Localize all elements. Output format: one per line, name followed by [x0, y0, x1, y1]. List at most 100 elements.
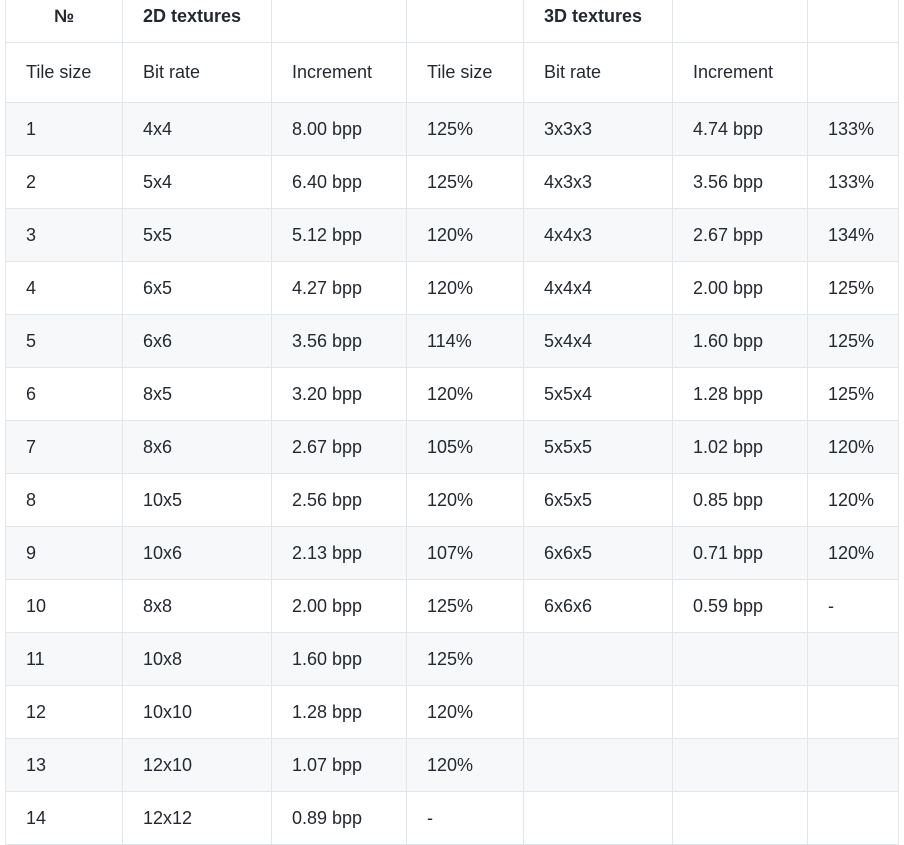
table-cell: 2.67 bpp: [672, 208, 808, 262]
table-cell: 133%: [807, 155, 899, 209]
table-cell: 5x5x4: [523, 367, 673, 421]
table-cell: 5x4: [122, 155, 272, 209]
table-cell: 120%: [406, 738, 524, 792]
table-cell: 4.27 bpp: [271, 261, 407, 315]
texture-table-container: № 2D textures 3D textures Tile size Bit …: [5, 0, 899, 845]
table-row: 3 5x5 5.12 bpp 120% 4x4x3 2.67 bpp 134%: [5, 208, 899, 262]
table-cell: 6.40 bpp: [271, 155, 407, 209]
texture-compression-table: № 2D textures 3D textures Tile size Bit …: [5, 0, 899, 845]
table-cell: 1.28 bpp: [672, 367, 808, 421]
header-row: № 2D textures 3D textures: [5, 0, 899, 43]
table-cell: 6x5: [122, 261, 272, 315]
table-cell: 11: [5, 632, 123, 686]
table-cell: 3.20 bpp: [271, 367, 407, 421]
table-cell: 4x3x3: [523, 155, 673, 209]
table-cell: [672, 685, 808, 739]
table-cell: 3: [5, 208, 123, 262]
table-cell: 107%: [406, 526, 524, 580]
table-cell: 10x10: [122, 685, 272, 739]
group-header-2d-textures: 2D textures: [122, 0, 272, 43]
table-cell: [807, 685, 899, 739]
table-cell: 10x8: [122, 632, 272, 686]
table-cell: 3.56 bpp: [672, 155, 808, 209]
table-cell: 12: [5, 685, 123, 739]
table-cell: 4x4: [122, 102, 272, 156]
table-cell: 5x5: [122, 208, 272, 262]
table-row: 1 4x4 8.00 bpp 125% 3x3x3 4.74 bpp 133%: [5, 102, 899, 156]
table-row: 7 8x6 2.67 bpp 105% 5x5x5 1.02 bpp 120%: [5, 420, 899, 474]
table-cell: 2.00 bpp: [271, 579, 407, 633]
table-body: 1 4x4 8.00 bpp 125% 3x3x3 4.74 bpp 133% 2 5x4 6.4…: [5, 102, 899, 845]
table-header: № 2D textures 3D textures Tile size Bit …: [5, 0, 899, 103]
table-cell: 13: [5, 738, 123, 792]
table-cell: 7: [5, 420, 123, 474]
table-cell: 1.02 bpp: [672, 420, 808, 474]
header-empty-cell: [807, 0, 899, 43]
table-cell: 3x3x3: [523, 102, 673, 156]
table-cell: 134%: [807, 208, 899, 262]
subheader-cell: Increment: [672, 42, 808, 103]
table-cell: 2.00 bpp: [672, 261, 808, 315]
table-cell: [672, 738, 808, 792]
table-cell: [523, 685, 673, 739]
table-cell: 0.89 bpp: [271, 791, 407, 845]
table-row: 4 6x5 4.27 bpp 120% 4x4x4 2.00 bpp 125%: [5, 261, 899, 315]
subheader-cell: [807, 42, 899, 103]
table-cell: 125%: [406, 579, 524, 633]
table-cell: [672, 791, 808, 845]
table-cell: 120%: [807, 473, 899, 527]
subheader-row: Tile size Bit rate Increment Tile size B…: [5, 42, 899, 103]
table-row: 8 10x5 2.56 bpp 120% 6x5x5 0.85 bpp 120%: [5, 473, 899, 527]
table-cell: 3.56 bpp: [271, 314, 407, 368]
table-cell: 10: [5, 579, 123, 633]
table-cell: 6x5x5: [523, 473, 673, 527]
table-cell: 2.56 bpp: [271, 473, 407, 527]
table-cell: 125%: [807, 367, 899, 421]
table-row: 13 12x10 1.07 bpp 120%: [5, 738, 899, 792]
table-cell: 1.07 bpp: [271, 738, 407, 792]
table-cell: 6x6x5: [523, 526, 673, 580]
table-row: 6 8x5 3.20 bpp 120% 5x5x4 1.28 bpp 125%: [5, 367, 899, 421]
header-empty-cell: [271, 0, 407, 43]
table-cell: 5: [5, 314, 123, 368]
table-cell: 12x12: [122, 791, 272, 845]
table-cell: 4x4x4: [523, 261, 673, 315]
table-cell: 10x6: [122, 526, 272, 580]
table-cell: 5x5x5: [523, 420, 673, 474]
table-cell: 133%: [807, 102, 899, 156]
table-cell: 120%: [406, 473, 524, 527]
group-header-3d-textures: 3D textures: [523, 0, 673, 43]
table-cell: 0.85 bpp: [672, 473, 808, 527]
header-empty-cell: [406, 0, 524, 43]
table-cell: 6x6: [122, 314, 272, 368]
table-cell: -: [406, 791, 524, 845]
table-cell: [807, 738, 899, 792]
subheader-cell: Tile size: [5, 42, 123, 103]
table-cell: 120%: [807, 420, 899, 474]
table-row: 9 10x6 2.13 bpp 107% 6x6x5 0.71 bpp 120%: [5, 526, 899, 580]
table-cell: [807, 791, 899, 845]
table-cell: 2.13 bpp: [271, 526, 407, 580]
table-row: 11 10x8 1.60 bpp 125%: [5, 632, 899, 686]
table-cell: 4.74 bpp: [672, 102, 808, 156]
table-cell: 9: [5, 526, 123, 580]
table-cell: 12x10: [122, 738, 272, 792]
table-cell: 8x8: [122, 579, 272, 633]
table-cell: 1.60 bpp: [672, 314, 808, 368]
table-row: 12 10x10 1.28 bpp 120%: [5, 685, 899, 739]
table-row: 10 8x8 2.00 bpp 125% 6x6x6 0.59 bpp -: [5, 579, 899, 633]
table-cell: 120%: [406, 208, 524, 262]
table-cell: [523, 738, 673, 792]
header-empty-cell: [672, 0, 808, 43]
table-cell: 120%: [406, 685, 524, 739]
table-cell: 120%: [807, 526, 899, 580]
table-cell: 8: [5, 473, 123, 527]
table-cell: -: [807, 579, 899, 633]
table-row: 2 5x4 6.40 bpp 125% 4x3x3 3.56 bpp 133%: [5, 155, 899, 209]
table-cell: [523, 791, 673, 845]
table-cell: 4: [5, 261, 123, 315]
table-cell: 10x5: [122, 473, 272, 527]
table-cell: 1: [5, 102, 123, 156]
subheader-cell: Increment: [271, 42, 407, 103]
table-row: 14 12x12 0.89 bpp -: [5, 791, 899, 845]
